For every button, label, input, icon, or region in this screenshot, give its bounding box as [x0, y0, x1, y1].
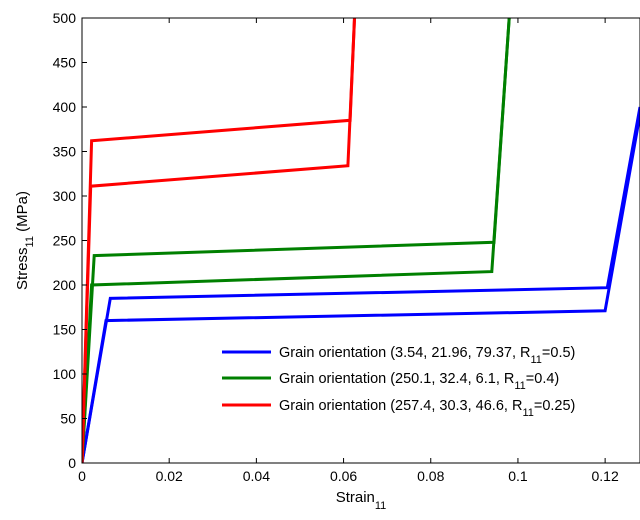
series-2-line-upper [82, 18, 511, 463]
x-tick-label: 0.08 [417, 468, 444, 484]
x-tick-label: 0.06 [330, 468, 357, 484]
y-tick-label: 50 [60, 411, 76, 427]
legend-entry-1: Grain orientation (3.54, 21.96, 79.37, R… [279, 345, 575, 366]
x-tick-label: 0.12 [592, 468, 619, 484]
axis-ticks [81, 17, 606, 464]
x-tick-label: 0.02 [156, 468, 183, 484]
x-tick-label: 0.04 [243, 468, 270, 484]
legend-entry-2: Grain orientation (250.1, 32.4, 6.1, R11… [279, 371, 559, 392]
y-tick-label: 200 [53, 277, 77, 293]
x-axis-label-sub: 11 [375, 500, 386, 512]
legend-entry-sub: 11 [522, 407, 533, 419]
legend-entry-sub: 11 [514, 380, 525, 392]
legend-entry-sub: 11 [531, 354, 542, 366]
y-axis-label: Stress11 (MPa) [14, 191, 36, 290]
plot-frame [81, 17, 640, 464]
series-2-line-lower [82, 18, 511, 463]
series-3-line-lower [82, 18, 356, 463]
y-tick-label: 400 [53, 99, 77, 115]
y-tick-label: 100 [53, 366, 77, 382]
series-1-line-lower [82, 106, 640, 463]
y-axis-label-unit: (MPa) [14, 191, 31, 236]
series-3-line-upper [82, 18, 356, 463]
y-axis-label-sub: 11 [24, 236, 36, 247]
y-tick-label: 450 [53, 55, 77, 71]
y-tick-label: 0 [68, 455, 76, 471]
x-tick-label: 0 [78, 468, 86, 484]
plot-area [82, 18, 640, 463]
x-axis-label: Strain11 [336, 489, 387, 512]
y-tick-label: 150 [53, 322, 77, 338]
y-tick-label: 350 [53, 144, 77, 160]
x-axis-label-main: Strain [336, 489, 375, 506]
y-tick-label: 300 [53, 188, 77, 204]
axis-tick-labels: 0 0.02 0.04 0.06 0.08 0.1 0.12 0 50 100 150 200 250 3… [53, 10, 619, 484]
x-tick-label: 0.1 [508, 468, 528, 484]
legend-entry-tail: =0.5) [542, 345, 575, 361]
legend-entry-3: Grain orientation (257.4, 30.3, 46.6, R1… [279, 398, 575, 419]
legend-entry-text: Grain orientation (3.54, 21.96, 79.37, R [279, 345, 531, 361]
y-tick-label: 500 [53, 10, 77, 26]
legend-entry-tail: =0.25) [534, 398, 576, 414]
legend-entry-tail: =0.4) [526, 371, 559, 387]
legend-entry-text: Grain orientation (257.4, 30.3, 46.6, R [279, 398, 522, 414]
y-axis-label-main: Stress [14, 247, 31, 290]
y-tick-label: 250 [53, 233, 77, 249]
legend: Grain orientation (3.54, 21.96, 79.37, R… [222, 345, 575, 419]
legend-entry-text: Grain orientation (250.1, 32.4, 6.1, R [279, 371, 514, 387]
